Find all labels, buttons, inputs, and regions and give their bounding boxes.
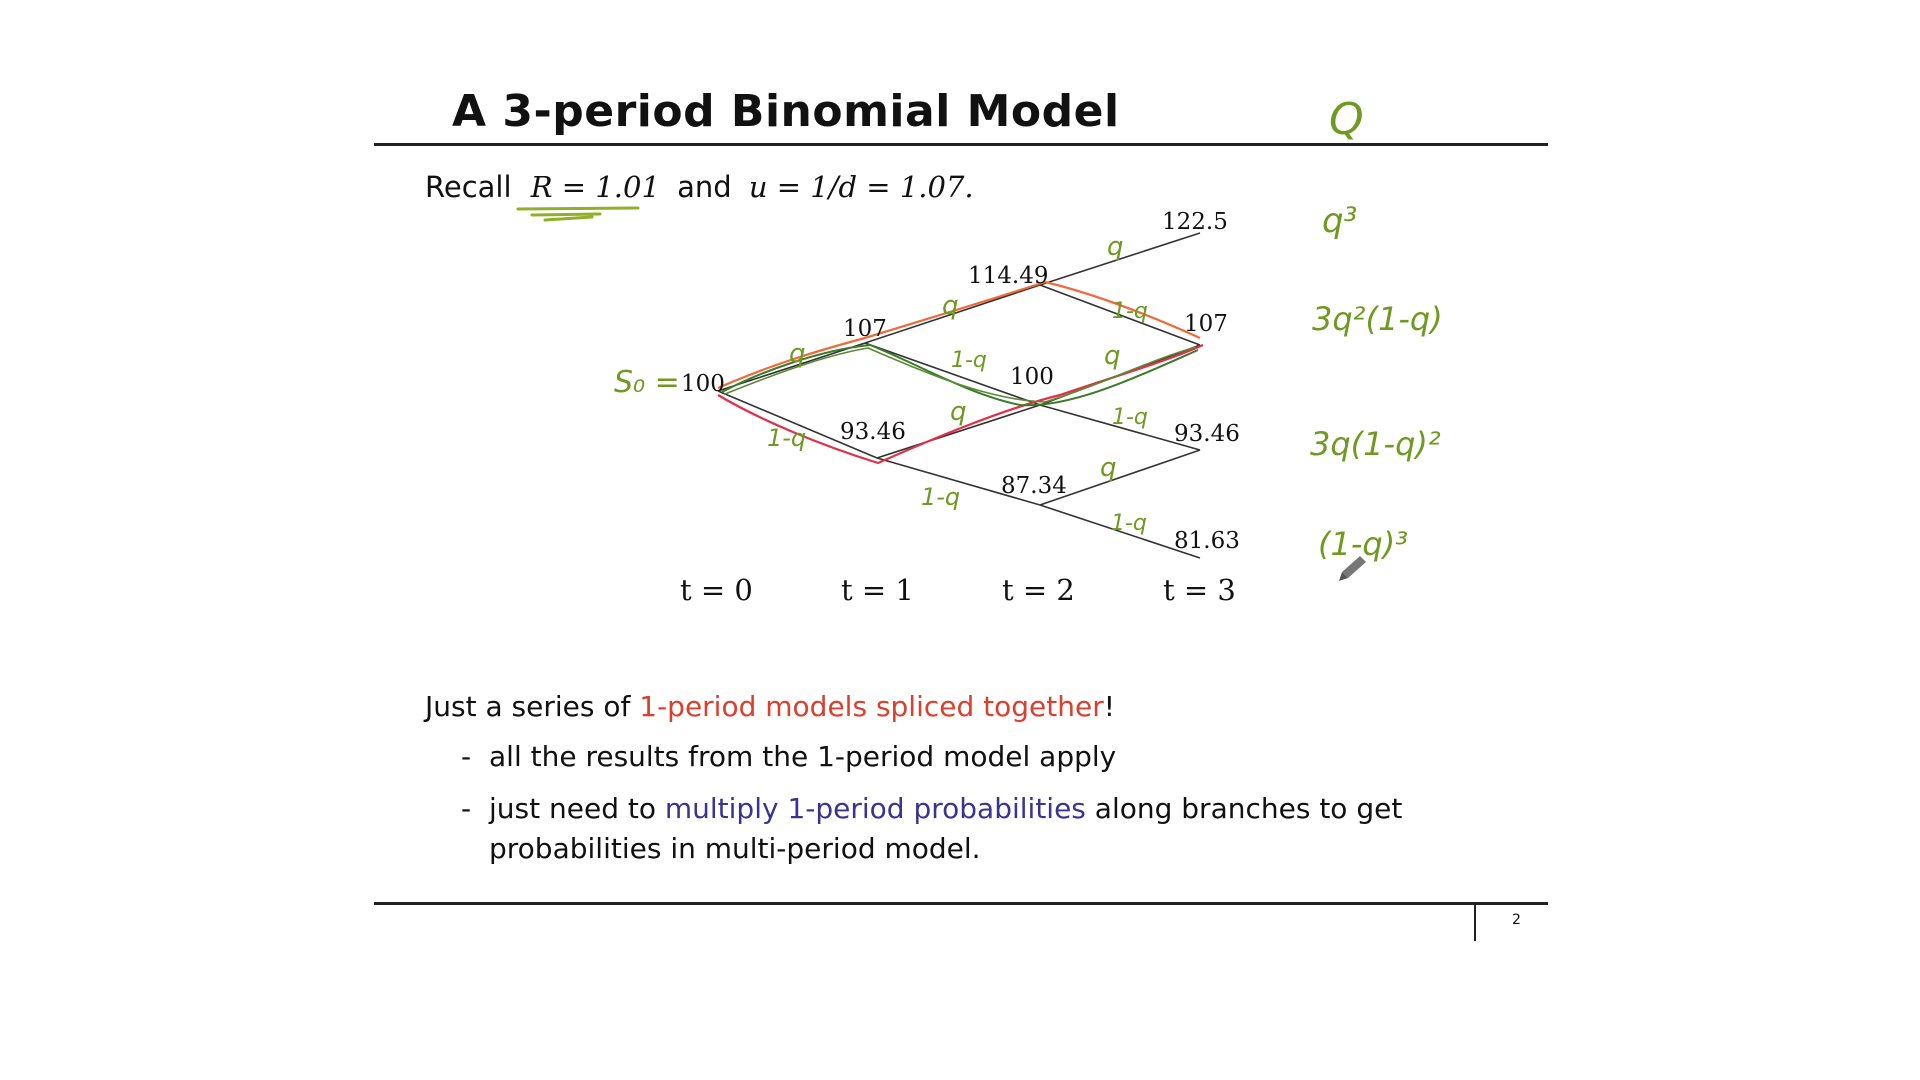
- page-number: 2: [1512, 912, 1521, 928]
- slide-title: A 3-period Binomial Model: [452, 86, 1120, 137]
- edge-t2d-down: [1039, 504, 1201, 559]
- node-t2-down: 87.34: [1001, 473, 1067, 499]
- edge-t1d-up: [876, 404, 1041, 459]
- branch-1q-t2u-down: 1-q: [1112, 299, 1148, 324]
- s0-annotation: S₀ =: [614, 365, 680, 400]
- time-label-2: t = 2: [1002, 573, 1075, 607]
- edge-t0-down: [717, 390, 878, 459]
- bullet-2-prefix: just need to: [489, 792, 665, 825]
- prob-uud: 3q²(1-q): [1312, 300, 1443, 338]
- edge-t2u-up: [1039, 232, 1201, 286]
- bullet-2: - just need to multiply 1-period probabi…: [461, 789, 1402, 869]
- bullet-2-highlight: multiply 1-period probabilities: [664, 792, 1086, 825]
- footer-rule: [374, 902, 1548, 905]
- red-path: [717, 343, 1204, 465]
- orange-path: [717, 280, 1201, 390]
- branch-q-t2u-up: q: [1107, 232, 1124, 262]
- branch-q-t1d-up: q: [950, 397, 967, 427]
- intro-highlight: 1-period models spliced together: [639, 690, 1104, 723]
- slide-body: Just a series of 1-period models spliced…: [425, 690, 1402, 881]
- edge-t1u-down: [864, 342, 1041, 406]
- node-t3-uud: 107: [1184, 311, 1228, 337]
- node-t1-down: 93.46: [840, 419, 906, 445]
- green-path-2: [724, 346, 1197, 403]
- u-expression: u = 1/d = 1.07.: [748, 170, 974, 204]
- time-label-1: t = 1: [841, 573, 914, 607]
- corner-q-mark: Q: [1329, 94, 1364, 145]
- node-t2-up: 114.49: [968, 263, 1048, 289]
- bullet-2-line2: probabilities in multi-period model.: [489, 832, 981, 865]
- branch-1q-t2d-down: 1-q: [1111, 511, 1147, 536]
- edge-t1d-down: [876, 457, 1041, 506]
- branch-q-t2m-up: q: [1104, 341, 1121, 371]
- node-t3-uuu: 122.5: [1162, 209, 1228, 235]
- prob-uuu: q³: [1322, 201, 1357, 241]
- edge-t2u-down: [1039, 284, 1201, 346]
- time-label-0: t = 0: [680, 573, 753, 607]
- branch-1q-t1d-down: 1-q: [921, 483, 960, 511]
- pen-cursor-icon: [1339, 556, 1366, 581]
- branch-1q-t1u-down: 1-q: [951, 348, 987, 373]
- r-underline-scribble: [516, 206, 640, 222]
- time-label-3: t = 3: [1163, 573, 1236, 607]
- branch-q-t1u-up: q: [942, 291, 959, 321]
- bullet-dash: -: [461, 740, 472, 773]
- bullet-dash: -: [461, 792, 472, 825]
- r-expression: R = 1.01: [530, 170, 660, 204]
- branch-q-t2d-up: q: [1100, 453, 1117, 483]
- prob-udd: 3q(1-q)²: [1310, 425, 1441, 463]
- edge-t2d-up: [1039, 449, 1201, 506]
- recall-and: and: [677, 170, 732, 204]
- title-rule: [374, 143, 1548, 146]
- node-t2-mid: 100: [1010, 364, 1054, 390]
- recall-prefix: Recall: [425, 170, 512, 204]
- intro-suffix: !: [1103, 690, 1115, 723]
- edge-t2m-down: [1039, 404, 1201, 451]
- bullet-1: - all the results from the 1-period mode…: [461, 737, 1402, 777]
- recall-line: Recall R = 1.01 and u = 1/d = 1.07.: [425, 170, 974, 204]
- prob-ddd: (1-q)³: [1318, 525, 1408, 563]
- node-t3-udd: 93.46: [1174, 421, 1240, 447]
- branch-q-t0-up: q: [789, 339, 806, 369]
- node-t3-ddd: 81.63: [1174, 528, 1240, 554]
- bullet-2-suffix: along branches to get: [1085, 792, 1403, 825]
- node-t1-up: 107: [843, 316, 887, 342]
- bullet-1-text: all the results from the 1-period model …: [489, 740, 1117, 773]
- branch-1q-t0-down: 1-q: [767, 424, 806, 452]
- intro-prefix: Just a series of: [425, 690, 640, 723]
- page-number-separator: [1474, 903, 1476, 941]
- intro-line: Just a series of 1-period models spliced…: [425, 690, 1402, 723]
- node-t0: 100: [681, 371, 725, 397]
- branch-1q-t2m-down: 1-q: [1112, 405, 1148, 430]
- edge-t1u-up: [864, 284, 1041, 344]
